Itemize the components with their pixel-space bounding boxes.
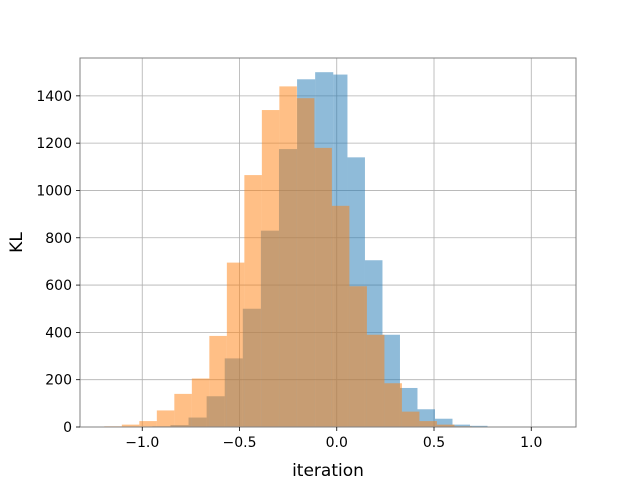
y-axis-label: KL [7, 232, 27, 253]
y-tick-label: 200 [45, 373, 72, 389]
plot-frame [79, 57, 577, 428]
histogram-bar [191, 378, 210, 427]
histogram-bar [314, 147, 332, 427]
x-axis-label: iteration [292, 461, 364, 480]
y-tick-label: 1000 [36, 183, 72, 199]
histogram-bar [226, 262, 245, 427]
histogram-bar [156, 410, 175, 427]
x-tick-label: −0.5 [222, 435, 256, 451]
x-tick-label: −1.0 [125, 435, 159, 451]
histogram-bar [261, 110, 280, 428]
histogram-bar [174, 393, 192, 427]
histogram-bar [209, 335, 227, 427]
y-tick-label: 1200 [36, 136, 72, 152]
histogram-bar [349, 286, 367, 427]
histogram-bar [279, 86, 297, 427]
y-tick-label: 800 [45, 231, 72, 247]
histogram-bar [121, 424, 140, 427]
y-tick-label: 400 [45, 325, 72, 341]
axis-ticks: −1.0 −0.5 0.0 0.5 1.0 0 200 400 600 800 1000 1200 14… [36, 89, 542, 451]
histogram-bar [401, 411, 420, 427]
histogram-bars [104, 72, 523, 428]
histogram-bar [331, 205, 350, 427]
x-tick-label: 0.5 [423, 435, 445, 451]
histogram-bar [436, 424, 455, 427]
histogram-bar [139, 421, 157, 427]
x-tick-label: 1.0 [520, 435, 542, 451]
histogram-bar [419, 421, 437, 427]
histogram-bar [296, 98, 315, 427]
histogram-bar [366, 334, 385, 427]
histogram-bar [244, 175, 262, 427]
y-tick-label: 600 [45, 278, 72, 294]
x-tick-label: 0.0 [326, 435, 348, 451]
histogram-bar [469, 425, 488, 427]
y-tick-label: 0 [63, 420, 72, 436]
histogram-bar [434, 418, 453, 427]
y-tick-label: 1400 [36, 89, 72, 105]
histogram-bar [452, 424, 470, 427]
histogram-bar [384, 383, 402, 427]
